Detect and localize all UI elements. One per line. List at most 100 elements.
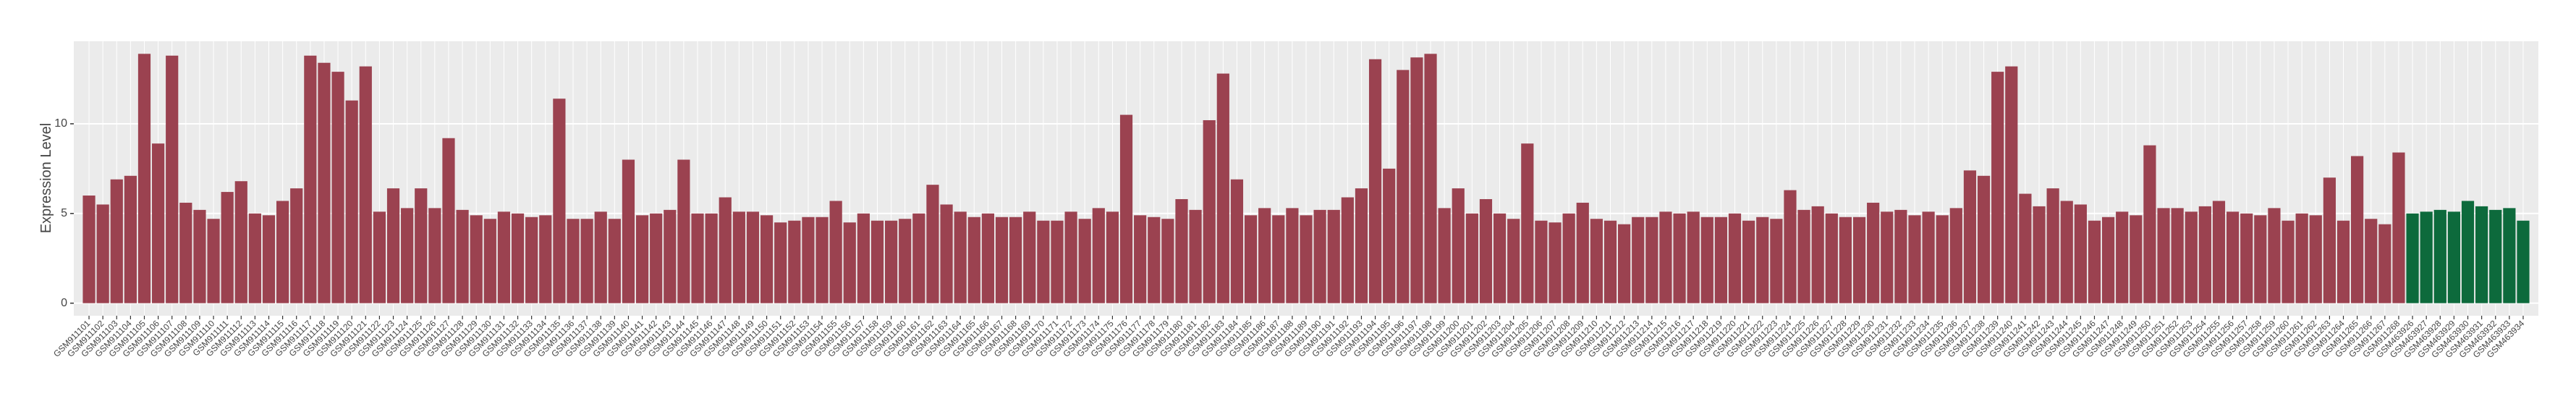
bar [1355,188,1368,303]
bar [1397,70,1410,303]
bar [483,219,496,303]
bar [1742,220,1755,303]
bar [2268,208,2281,303]
bar [967,217,980,303]
bar [2365,219,2378,303]
bar [1825,213,1838,303]
bar [1410,57,1423,303]
bar [2240,213,2253,303]
bar [1770,219,1783,303]
bar [179,202,192,303]
bar [2309,215,2322,303]
bar [857,213,870,303]
bar [2406,213,2419,303]
bar [2420,211,2433,303]
bar [995,217,1009,303]
bar [1618,224,1631,303]
bar [124,175,137,303]
bar [401,208,414,303]
bar [525,217,538,303]
bar [2517,220,2530,303]
bar [1106,211,1119,303]
bar [470,215,483,303]
bar [1811,206,1824,303]
bar [2212,201,2226,303]
bar [1327,209,1340,303]
bar [2143,145,2156,303]
bar [137,54,151,303]
bar [1009,217,1022,303]
bar [1383,168,1396,303]
bar [82,196,96,303]
bar [1673,213,1686,303]
bar [386,188,400,303]
bar [276,201,289,303]
bar [2171,208,2184,303]
bar [594,211,607,303]
bar [1452,188,1465,303]
bar [1341,197,1354,303]
bar [497,211,511,303]
bar [2033,206,2046,303]
bar [1784,190,1797,303]
bar [2254,215,2267,303]
bar [110,179,123,303]
bar [1216,73,1229,303]
bar [2226,211,2240,303]
bar [1507,219,1520,303]
bar [151,143,165,303]
bar [1258,208,1271,303]
bar [1064,211,1077,303]
bar [1368,59,1382,303]
bar [912,213,925,303]
bar [1922,211,1935,303]
bar [2433,209,2446,303]
bar [1023,211,1036,303]
bar [2157,208,2170,303]
bar [1092,208,1105,303]
y-tick-label: 5 [61,207,67,219]
bar [774,222,787,303]
bar [1148,217,1161,303]
bar [1134,215,1147,303]
bar [1963,170,1977,303]
bar [2351,156,2364,303]
bar [2323,177,2336,303]
bar [2489,209,2502,303]
bar [234,181,247,303]
bar [608,219,621,303]
bar [2378,224,2391,303]
bar [415,188,428,303]
bar [981,213,994,303]
bar [650,213,663,303]
bar [2088,220,2101,303]
bar [2336,220,2350,303]
bar [1438,208,1451,303]
bar [1977,175,1991,303]
bar [1244,215,1258,303]
bar [802,217,815,303]
bar [1535,220,1548,303]
bar [580,219,593,303]
bar [2503,208,2516,303]
bar [1852,217,1866,303]
bar [1936,215,1949,303]
bar [96,204,109,303]
bar [2116,211,2129,303]
bar [732,211,745,303]
bar [1645,217,1658,303]
bar [677,159,690,303]
bar [1991,72,2004,303]
bar [1659,211,1672,303]
bar [567,219,580,303]
y-tick-label: 0 [61,297,67,309]
bar [2046,188,2059,303]
bar [1037,220,1050,303]
bar [1562,213,1575,303]
bar [1119,114,1133,303]
bar [622,159,635,303]
bar [815,217,829,303]
bar [262,215,276,303]
bar [1313,209,1326,303]
bar [1839,217,1852,303]
